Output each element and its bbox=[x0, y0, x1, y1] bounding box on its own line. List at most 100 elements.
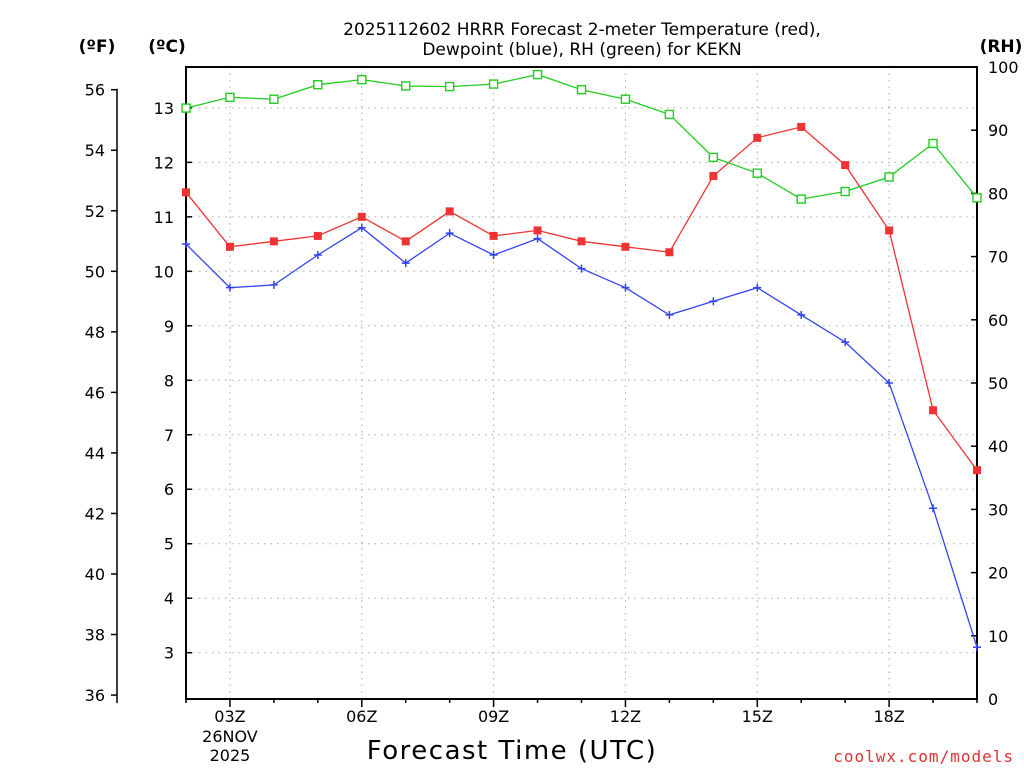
rh-tick-label: 60 bbox=[988, 311, 1008, 330]
rh-point bbox=[444, 81, 455, 92]
fahrenheit-tick-label: 48 bbox=[85, 323, 105, 342]
dewpoint-point bbox=[929, 504, 938, 513]
dewpoint-point bbox=[885, 379, 894, 387]
dewpoint-point bbox=[621, 283, 630, 292]
rh-point bbox=[357, 74, 367, 85]
fahrenheit-tick-label: 42 bbox=[85, 504, 105, 523]
rh-point bbox=[532, 69, 543, 80]
rh-tick-label: 100 bbox=[988, 58, 1019, 77]
temperature-point bbox=[929, 406, 938, 415]
rh-tick-label: 40 bbox=[988, 437, 1008, 456]
rh-tick-label: 50 bbox=[988, 374, 1008, 393]
rh-point bbox=[181, 103, 191, 113]
temperature-point bbox=[577, 237, 586, 246]
axes: 3638404244464850525456345678910111213010… bbox=[85, 58, 1019, 765]
rh-point bbox=[752, 168, 762, 178]
dewpoint-point bbox=[973, 643, 981, 652]
chart-subtitle: Dewpoint (blue), RH (green) for KEKN bbox=[422, 40, 741, 60]
celsius-axis-unit: (ºC) bbox=[148, 37, 186, 57]
dewpoint-point bbox=[357, 223, 366, 232]
dewpoint-point bbox=[665, 310, 674, 319]
celsius-tick-label: 12 bbox=[154, 153, 174, 172]
temperature-point bbox=[445, 207, 454, 216]
temperature-point bbox=[225, 242, 234, 251]
rh-point bbox=[796, 194, 806, 204]
temperature-point bbox=[489, 231, 498, 240]
rh-tick-label: 0 bbox=[988, 690, 998, 709]
rh-point bbox=[269, 94, 279, 104]
rh-tick-label: 80 bbox=[988, 184, 1008, 203]
temperature-point bbox=[533, 226, 542, 235]
fahrenheit-axis-unit: (ºF) bbox=[79, 37, 116, 57]
temperature-point bbox=[709, 171, 718, 180]
dewpoint-point bbox=[709, 297, 718, 306]
celsius-tick-label: 6 bbox=[164, 480, 174, 499]
dewpoint-point bbox=[489, 250, 498, 259]
rh-axis-unit: (RH) bbox=[980, 37, 1023, 57]
temperature-point bbox=[753, 133, 762, 142]
x-tick-year: 2025 bbox=[210, 746, 251, 765]
dewpoint-point bbox=[797, 310, 806, 319]
fahrenheit-tick-label: 36 bbox=[85, 686, 105, 705]
rh-tick-label: 70 bbox=[988, 248, 1008, 267]
dewpoint-point bbox=[225, 283, 234, 292]
dewpoint-point bbox=[753, 283, 762, 292]
celsius-tick-label: 9 bbox=[164, 317, 174, 336]
fahrenheit-tick-label: 56 bbox=[85, 81, 105, 100]
rh-point bbox=[884, 172, 894, 182]
rh-point bbox=[972, 193, 982, 203]
credit-text: coolwx.com/models bbox=[833, 747, 1014, 766]
rh-point bbox=[664, 109, 675, 120]
x-tick-date: 26NOV bbox=[202, 727, 258, 746]
temperature-point bbox=[313, 231, 322, 240]
temperature-point bbox=[665, 248, 674, 257]
celsius-tick-label: 5 bbox=[164, 535, 174, 554]
rh-point bbox=[576, 85, 587, 95]
rh-tick-label: 30 bbox=[988, 500, 1008, 519]
fahrenheit-tick-label: 50 bbox=[85, 262, 105, 281]
chart-title: 2025112602 HRRR Forecast 2-meter Tempera… bbox=[343, 20, 821, 40]
rh-point bbox=[401, 81, 411, 91]
temperature-point bbox=[885, 226, 894, 235]
celsius-tick-label: 7 bbox=[164, 426, 174, 445]
temperature-point bbox=[357, 212, 366, 221]
rh-point bbox=[313, 79, 323, 90]
x-tick-label: 18Z bbox=[873, 707, 904, 726]
dewpoint-point bbox=[445, 229, 454, 238]
celsius-tick-label: 10 bbox=[154, 262, 174, 281]
rh-point bbox=[708, 152, 719, 163]
dewpoint-point bbox=[533, 234, 542, 243]
celsius-tick-label: 3 bbox=[164, 644, 174, 663]
temperature-point bbox=[269, 237, 278, 246]
fahrenheit-tick-label: 38 bbox=[85, 626, 105, 645]
temperature-point bbox=[621, 242, 630, 251]
x-tick-label: 09Z bbox=[478, 707, 509, 726]
celsius-tick-label: 8 bbox=[164, 371, 174, 390]
rh-point bbox=[225, 92, 235, 103]
dewpoint-point bbox=[182, 240, 190, 249]
dewpoint-point bbox=[313, 250, 322, 259]
rh-point bbox=[488, 79, 499, 89]
temperature-point bbox=[841, 161, 850, 170]
rh-point bbox=[620, 94, 631, 104]
x-tick-label: 12Z bbox=[610, 707, 641, 726]
celsius-tick-label: 11 bbox=[154, 208, 174, 227]
dewpoint-point bbox=[577, 264, 586, 273]
temperature-point bbox=[797, 122, 806, 131]
rh-point bbox=[928, 138, 938, 149]
fahrenheit-tick-label: 40 bbox=[85, 565, 105, 584]
fahrenheit-tick-label: 54 bbox=[85, 141, 105, 160]
fahrenheit-tick-label: 44 bbox=[85, 444, 105, 463]
x-tick-label: 06Z bbox=[346, 707, 377, 726]
rh-point bbox=[840, 186, 850, 197]
x-tick-label: 15Z bbox=[742, 707, 773, 726]
rh-tick-label: 90 bbox=[988, 121, 1008, 140]
temperature-point bbox=[401, 237, 410, 246]
x-axis-label: Forecast Time (UTC) bbox=[367, 736, 658, 766]
temperature-point bbox=[182, 188, 190, 197]
temperature-point bbox=[973, 466, 981, 475]
data-series bbox=[181, 69, 982, 652]
dewpoint-point bbox=[269, 280, 278, 289]
